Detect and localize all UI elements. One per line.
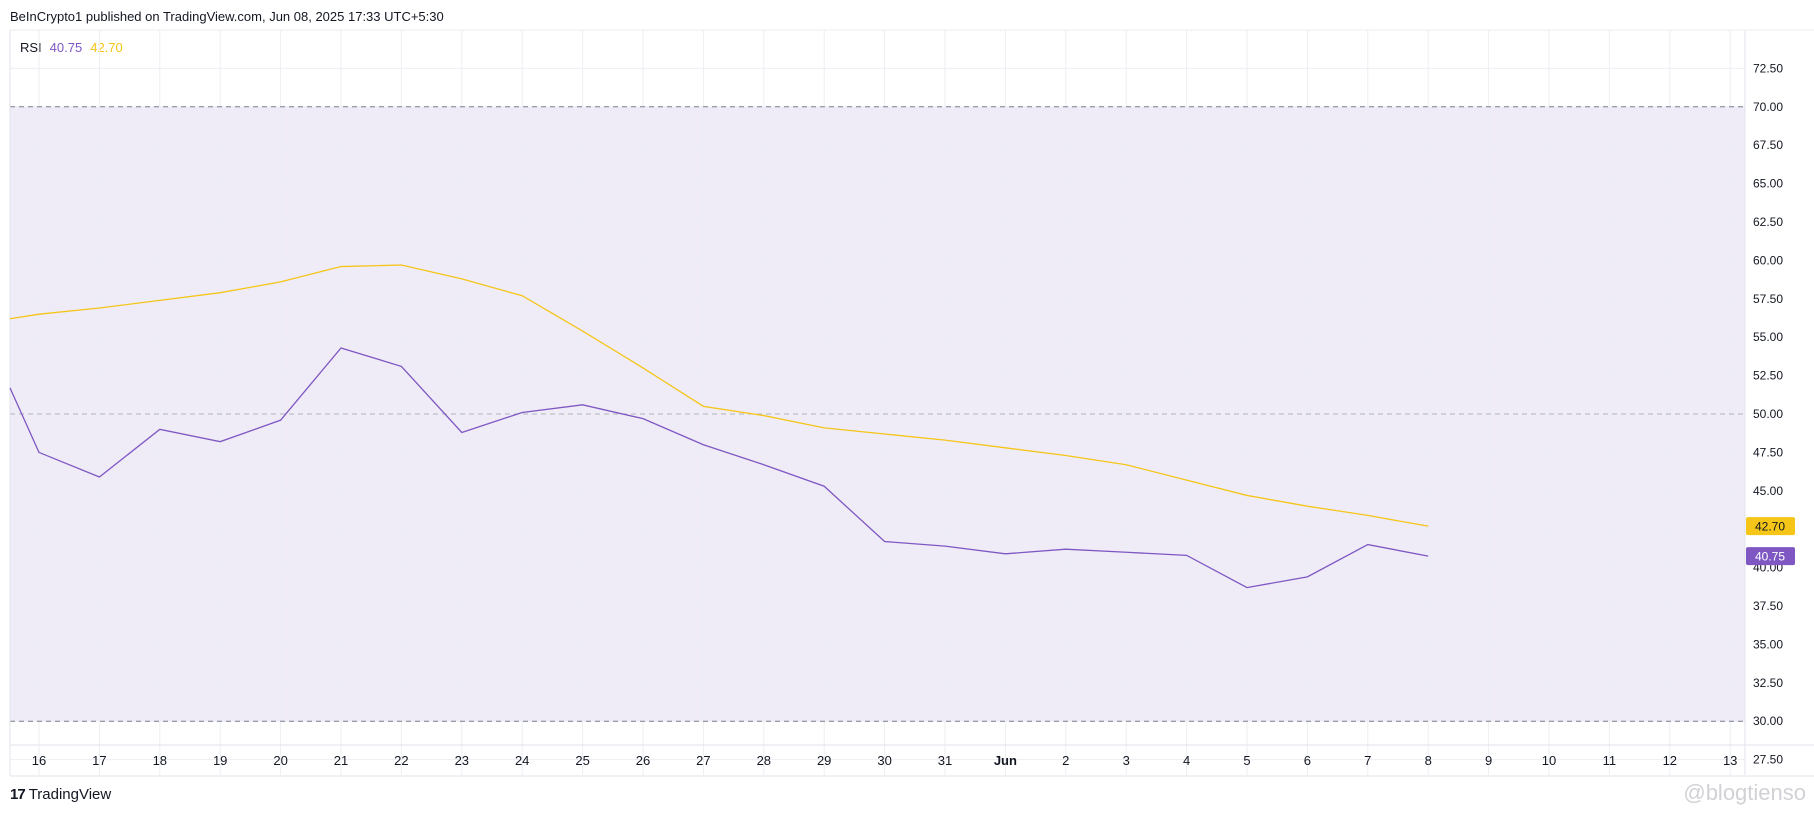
rsi-last-value-label: 40.75 [1755,550,1785,564]
y-tick-label: 70.00 [1753,100,1783,114]
x-tick-label: 26 [636,753,650,768]
x-tick-label: 3 [1123,753,1130,768]
y-tick-label: 37.50 [1753,599,1783,613]
x-tick-label: 23 [455,753,469,768]
legend-indicator-name: RSI [20,40,42,55]
x-tick-label: 5 [1243,753,1250,768]
x-tick-label: 25 [575,753,589,768]
x-tick-label: 2 [1062,753,1069,768]
y-tick-label: 30.00 [1753,714,1783,728]
ma-last-value-badge [1746,517,1795,536]
x-tick-label: 7 [1364,753,1371,768]
y-tick-label: 27.50 [1753,753,1783,767]
y-tick-label: 72.50 [1753,61,1783,75]
y-tick-label: 45.00 [1753,484,1783,498]
x-tick-label: 19 [213,753,227,768]
x-tick-label: Jun [994,753,1017,768]
x-tick-label: 10 [1542,753,1556,768]
y-tick-label: 65.00 [1753,177,1783,191]
x-tick-label: 20 [273,753,287,768]
indicator-legend[interactable]: RSI 40.75 42.70 [20,40,123,55]
legend-rsi-value: 40.75 [49,40,83,55]
x-tick-label: 27 [696,753,710,768]
y-tick-label: 35.00 [1753,637,1783,651]
rsi-ma-line [9,264,1429,527]
x-tick-label: 11 [1603,753,1617,768]
y-tick-label: 32.50 [1753,676,1783,690]
x-tick-label: 6 [1304,753,1311,768]
x-tick-label: 18 [153,753,167,768]
y-tick-label: 47.50 [1753,445,1783,459]
rsi-line [9,347,1429,589]
tradingview-brand-text: TradingView [28,786,112,803]
x-tick-label: 24 [515,753,529,768]
legend-ma-value: 42.70 [90,40,123,55]
x-tick-label: 30 [877,753,891,768]
x-tick-label: 4 [1183,753,1190,768]
x-tick-label: 29 [817,753,831,768]
y-tick-label: 55.00 [1753,330,1783,344]
x-tick-label: 22 [394,753,408,768]
y-tick-label: 67.50 [1753,138,1783,152]
x-tick-label: 9 [1485,753,1492,768]
publisher-caption: BeInCrypto1 published on TradingView.com… [10,9,444,24]
x-tick-label: 17 [92,753,106,768]
x-tick-label: 16 [32,753,46,768]
y-tick-label: 60.00 [1753,253,1783,267]
y-tick-label: 50.00 [1753,407,1783,421]
y-tick-label: 62.50 [1753,215,1783,229]
x-tick-label: 13 [1723,753,1737,768]
y-tick-label: 57.50 [1753,292,1783,306]
tradingview-logo[interactable]: 17 TradingView [10,786,111,803]
x-tick-label: 21 [334,753,348,768]
rsi-last-value-badge [1746,547,1795,566]
x-tick-label: 28 [757,753,771,768]
y-tick-label: 52.50 [1753,369,1783,383]
ma-last-value-label: 42.70 [1755,520,1785,534]
x-tick-label: 31 [938,753,952,768]
watermark: @blogtienso [1683,780,1806,805]
x-tick-label: 12 [1663,753,1677,768]
x-tick-label: 8 [1425,753,1432,768]
tradingview-logo-icon: 17 [10,786,26,803]
